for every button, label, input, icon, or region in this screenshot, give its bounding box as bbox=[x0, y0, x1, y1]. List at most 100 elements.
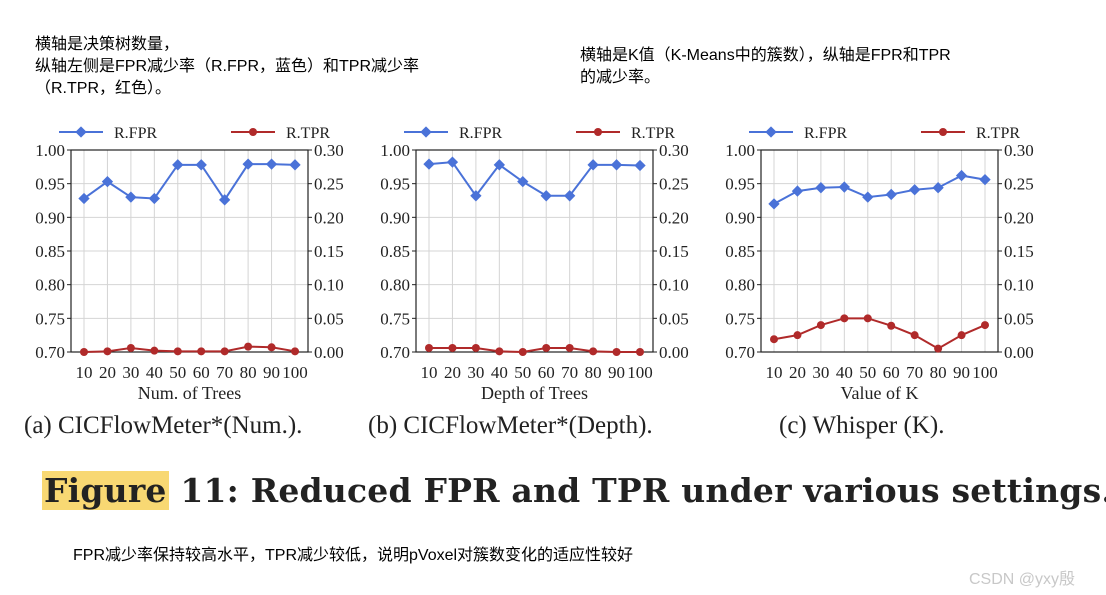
figure-title-text: 11: Reduced FPR and TPR under various se… bbox=[168, 471, 1106, 510]
x-tick-label: 90 bbox=[263, 363, 280, 382]
data-point-tpr bbox=[934, 344, 943, 353]
x-tick-label: 50 bbox=[514, 363, 531, 382]
caption-b: (b) CICFlowMeter*(Depth). bbox=[368, 412, 653, 439]
data-point-fpr bbox=[148, 192, 160, 205]
data-point-fpr bbox=[265, 158, 278, 170]
right-tick-label: 0.25 bbox=[314, 175, 344, 194]
data-point-fpr bbox=[634, 159, 646, 172]
x-tick-label: 80 bbox=[240, 363, 257, 382]
right-tick-label: 0.20 bbox=[314, 208, 344, 227]
right-tick-label: 0.30 bbox=[659, 141, 689, 160]
legend-marker-circle bbox=[594, 128, 602, 136]
right-tick-label: 0.05 bbox=[1004, 309, 1034, 328]
x-tick-label: 10 bbox=[766, 363, 783, 382]
left-tick-label: 1.00 bbox=[725, 141, 755, 160]
x-tick-label: 80 bbox=[585, 363, 602, 382]
left-tick-label: 0.70 bbox=[35, 343, 65, 362]
data-point-tpr bbox=[291, 347, 299, 356]
data-point-tpr bbox=[565, 343, 574, 352]
chart-2: 0.70 0.75 0.80 0.85 0.90 0.95 1.00 0.00 0.05 0.10… bbox=[725, 125, 1034, 403]
x-tick-label: 100 bbox=[282, 363, 308, 382]
left-tick-label: 0.95 bbox=[380, 175, 410, 194]
annotation-left: 横轴是决策树数量， 纵轴左侧是FPR减少率（R.FPR，蓝色）和TPR减少率 （… bbox=[35, 36, 420, 97]
data-point-tpr bbox=[425, 343, 433, 352]
data-point-fpr bbox=[172, 159, 184, 171]
legend-marker-circle bbox=[939, 128, 947, 136]
data-point-fpr bbox=[195, 159, 207, 171]
x-tick-label: 80 bbox=[930, 363, 947, 382]
right-tick-label: 0.15 bbox=[1004, 242, 1034, 261]
x-tick-label: 60 bbox=[883, 363, 900, 382]
x-tick-label: 40 bbox=[836, 363, 853, 382]
data-point-tpr bbox=[770, 335, 778, 344]
chart-1: 0.70 0.75 0.80 0.85 0.90 0.95 1.00 0.00 0.05 0.10… bbox=[380, 125, 689, 403]
legend-marker-diamond bbox=[420, 126, 432, 138]
data-point-tpr bbox=[793, 331, 802, 340]
legend-marker-diamond bbox=[765, 126, 777, 138]
data-point-tpr bbox=[126, 343, 135, 352]
left-tick-label: 0.75 bbox=[725, 309, 755, 328]
data-point-tpr bbox=[448, 343, 457, 352]
right-tick-label: 0.20 bbox=[659, 208, 689, 227]
data-point-fpr bbox=[768, 198, 780, 210]
left-tick-label: 0.95 bbox=[35, 175, 65, 194]
x-tick-label: 30 bbox=[122, 363, 139, 382]
x-tick-label: 90 bbox=[953, 363, 970, 382]
caption-a: (a) CICFlowMeter*(Num.). bbox=[24, 412, 303, 439]
data-point-fpr bbox=[242, 158, 254, 170]
data-point-fpr bbox=[587, 159, 599, 171]
legend-label: R.TPR bbox=[976, 125, 1020, 142]
data-point-tpr bbox=[267, 343, 276, 352]
series-line-rtpr bbox=[83, 345, 296, 353]
data-point-tpr bbox=[612, 348, 621, 356]
data-point-fpr bbox=[610, 159, 623, 171]
right-tick-label: 0.05 bbox=[314, 309, 344, 328]
x-tick-label: 20 bbox=[99, 363, 116, 382]
series-line-rtpr bbox=[429, 346, 640, 354]
series-line-rtpr bbox=[773, 317, 986, 350]
series-line-rfpr bbox=[773, 174, 986, 205]
x-tick-label: 100 bbox=[627, 363, 653, 382]
left-tick-label: 0.85 bbox=[35, 242, 65, 261]
left-tick-label: 0.75 bbox=[380, 309, 410, 328]
footnote: FPR减少率保持较高水平，TPR减少较低，说明pVoxel对簇数变化的适应性较好 bbox=[73, 547, 634, 564]
data-point-tpr bbox=[863, 314, 872, 323]
data-point-fpr bbox=[219, 194, 231, 206]
right-tick-label: 0.00 bbox=[659, 343, 689, 362]
x-axis-label: Num. of Trees bbox=[138, 383, 242, 403]
data-point-fpr bbox=[885, 188, 897, 201]
legend-label: R.FPR bbox=[114, 125, 157, 142]
series-line-rfpr bbox=[83, 163, 296, 202]
legend-label: R.FPR bbox=[804, 125, 847, 142]
x-tick-label: 50 bbox=[859, 363, 876, 382]
data-point-tpr bbox=[244, 342, 253, 351]
x-tick-label: 20 bbox=[444, 363, 461, 382]
right-tick-label: 0.30 bbox=[314, 141, 344, 160]
right-tick-label: 0.00 bbox=[314, 343, 344, 362]
legend-marker-circle bbox=[249, 128, 257, 136]
left-tick-label: 0.85 bbox=[725, 242, 755, 261]
series-line-rfpr bbox=[428, 161, 641, 198]
left-tick-label: 0.70 bbox=[725, 343, 755, 362]
legend-label: R.FPR bbox=[459, 125, 502, 142]
data-point-tpr bbox=[80, 348, 88, 356]
data-point-fpr bbox=[909, 184, 921, 196]
left-tick-label: 0.80 bbox=[725, 276, 755, 295]
x-axis-label: Depth of Trees bbox=[481, 383, 588, 403]
data-point-tpr bbox=[840, 314, 849, 323]
chart-0: 0.70 0.75 0.80 0.85 0.90 0.95 1.00 0.00 0.05 0.10… bbox=[35, 125, 344, 403]
right-tick-label: 0.30 bbox=[1004, 141, 1034, 160]
data-point-fpr bbox=[540, 190, 552, 202]
data-point-tpr bbox=[816, 321, 825, 330]
right-tick-label: 0.05 bbox=[659, 309, 689, 328]
left-tick-label: 0.70 bbox=[380, 343, 410, 362]
left-tick-label: 0.90 bbox=[35, 208, 65, 227]
x-tick-label: 10 bbox=[76, 363, 93, 382]
data-point-tpr bbox=[636, 348, 644, 356]
x-tick-label: 20 bbox=[789, 363, 806, 382]
data-point-fpr bbox=[125, 191, 137, 203]
x-tick-label: 50 bbox=[169, 363, 186, 382]
right-tick-label: 0.20 bbox=[1004, 208, 1034, 227]
data-point-tpr bbox=[518, 348, 527, 356]
x-tick-label: 100 bbox=[972, 363, 998, 382]
